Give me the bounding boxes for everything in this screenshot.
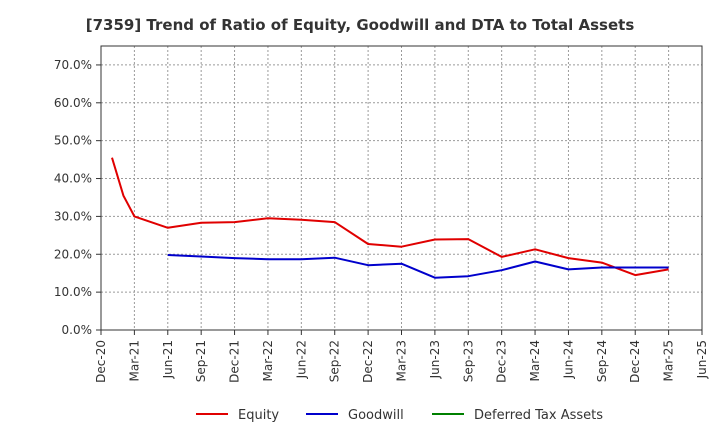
x-tick-label: Dec-20 <box>94 340 108 383</box>
x-tick-label: Dec-23 <box>495 340 509 383</box>
x-tick-label: Dec-21 <box>228 340 242 383</box>
y-tick-label: 30.0% <box>54 209 92 223</box>
plot-frame <box>100 45 703 331</box>
series-line-equity <box>111 157 669 277</box>
grid-layer <box>101 46 702 330</box>
x-tick-label: Mar-21 <box>127 340 141 381</box>
x-tick-label: Sep-24 <box>595 340 609 382</box>
y-tick-label: 70.0% <box>54 58 92 72</box>
x-tick-label: Dec-22 <box>361 340 375 383</box>
series-layer <box>111 157 669 279</box>
x-tick-label: Mar-23 <box>395 340 409 381</box>
legend: Equity Goodwill Deferred Tax Assets <box>196 408 603 423</box>
y-tick-label: 0.0% <box>62 323 93 337</box>
x-tick-label: Jun-24 <box>561 340 575 379</box>
legend-label: Goodwill <box>348 408 404 423</box>
x-tick-label: Sep-22 <box>328 340 342 382</box>
y-tick-label: 40.0% <box>54 172 92 186</box>
x-tick-label: Jun-23 <box>428 340 442 379</box>
x-tick-label: Sep-21 <box>194 340 208 382</box>
x-tick-label: Sep-23 <box>461 340 475 382</box>
x-tick-label: Dec-24 <box>628 340 642 383</box>
chart-title: [7359] Trend of Ratio of Equity, Goodwil… <box>86 16 635 34</box>
axis-layer: 0.0% 10.0% 20.0% 30.0% 40.0% 50.0% 60.0% 70.0% D… <box>54 45 709 383</box>
y-tick-label: 50.0% <box>54 134 92 148</box>
x-tick-label: Mar-25 <box>662 340 676 381</box>
y-tick-label: 60.0% <box>54 96 92 110</box>
x-tick-label: Mar-24 <box>528 340 542 381</box>
x-tick-label: Jun-21 <box>161 340 175 379</box>
y-tick-label: 20.0% <box>54 247 92 261</box>
legend-label: Equity <box>238 408 279 423</box>
x-tick-label: Jun-25 <box>695 340 709 379</box>
legend-label: Deferred Tax Assets <box>474 408 603 423</box>
series-line-goodwill <box>167 254 669 279</box>
y-tick-label: 10.0% <box>54 285 92 299</box>
x-tick-label: Jun-22 <box>294 340 308 379</box>
x-tick-label: Mar-22 <box>261 340 275 381</box>
